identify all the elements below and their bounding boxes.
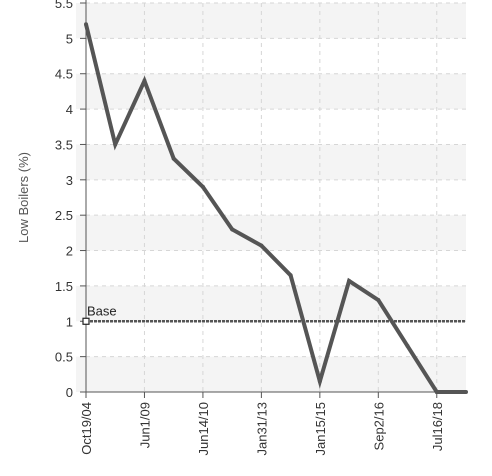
y-tick-label: 5 [66, 31, 73, 46]
y-tick-label: 2 [66, 244, 73, 259]
y-tick-label: 2.5 [55, 208, 73, 223]
y-tick-label: 3.5 [55, 137, 73, 152]
plot-band [76, 285, 466, 322]
data-point [434, 390, 439, 394]
series-group [84, 22, 468, 394]
plot-band [76, 144, 466, 180]
x-tick-label: Oct19/04 [79, 402, 94, 455]
y-tick-label: 4.5 [55, 67, 73, 82]
x-tick-label: Jul16/18 [430, 402, 445, 451]
data-point [84, 22, 88, 27]
reference-line-label: Base [87, 303, 117, 318]
y-tick-label: 5.5 [55, 0, 73, 11]
x-tick-label: Sep2/16 [371, 402, 386, 450]
data-point [376, 298, 381, 303]
y-tick-label: 3 [66, 173, 73, 188]
data-point [259, 243, 264, 248]
x-tick-labels: Oct19/04 Jun1/09 Jun14/10 Jan31/13 Jan15/15 S… [79, 402, 445, 456]
reference-line-group: Base [82, 303, 466, 325]
data-point [464, 390, 468, 394]
x-tick-label: Jan31/13 [254, 402, 269, 456]
plot-bands [76, 3, 466, 392]
data-point [405, 344, 410, 349]
y-tick-label: 1 [66, 314, 73, 329]
reference-marker [82, 317, 90, 325]
axes [80, 0, 466, 398]
y-tick-label: 1.5 [55, 279, 73, 294]
grid-lines [85, 2, 466, 393]
plot-band [76, 356, 466, 392]
plot-band [76, 3, 466, 39]
data-point [113, 142, 118, 147]
data-point [347, 278, 352, 283]
data-point [142, 78, 147, 83]
data-point [171, 156, 176, 161]
y-tick-label: 0 [66, 385, 73, 400]
y-axis-label: Low Boilers (%) [16, 152, 31, 243]
plot-band [76, 215, 466, 251]
data-point [200, 184, 205, 189]
x-tick-label: Jun14/10 [196, 402, 211, 456]
y-tick-label: 4 [66, 102, 73, 117]
y-tick-label: 0.5 [55, 350, 73, 365]
data-point [230, 227, 235, 232]
y-tick-labels: 0 0.5 1 1.5 2 2.5 3 3.5 4 4.5 5 5.5 [55, 0, 73, 400]
x-tick-label: Jun1/09 [137, 402, 152, 448]
data-point [317, 379, 322, 384]
data-point [288, 273, 293, 278]
series-line [84, 23, 466, 394]
x-tick-label: Jan15/15 [313, 402, 328, 456]
